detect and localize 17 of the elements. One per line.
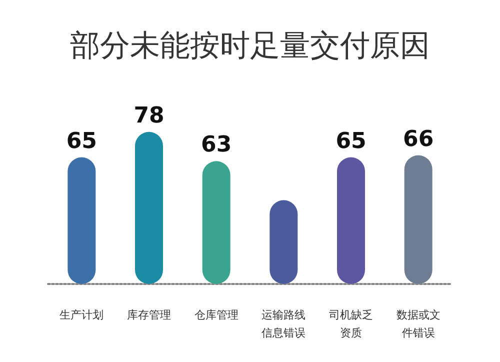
data-label: 65 xyxy=(336,128,366,154)
bar xyxy=(68,157,96,284)
bar xyxy=(202,161,230,284)
x-tick-label: 运输路线信息错误 xyxy=(262,308,306,340)
x-tick-label: 生产计划 xyxy=(60,308,104,322)
data-label: 63 xyxy=(201,132,232,158)
data-label: 66 xyxy=(403,126,434,152)
bar xyxy=(135,132,163,284)
x-tick-label: 司机缺乏资质 xyxy=(329,308,373,340)
chart-title: 部分未能按时足量交付原因 xyxy=(70,28,430,64)
bar xyxy=(404,155,432,284)
bar xyxy=(337,157,365,284)
x-tick-label: 库存管理 xyxy=(127,308,171,322)
data-label: 65 xyxy=(66,128,97,154)
data-label: 78 xyxy=(134,103,164,128)
x-tick-label: 数据或文件错误 xyxy=(396,308,440,340)
x-tick-label: 仓库管理 xyxy=(194,308,238,322)
